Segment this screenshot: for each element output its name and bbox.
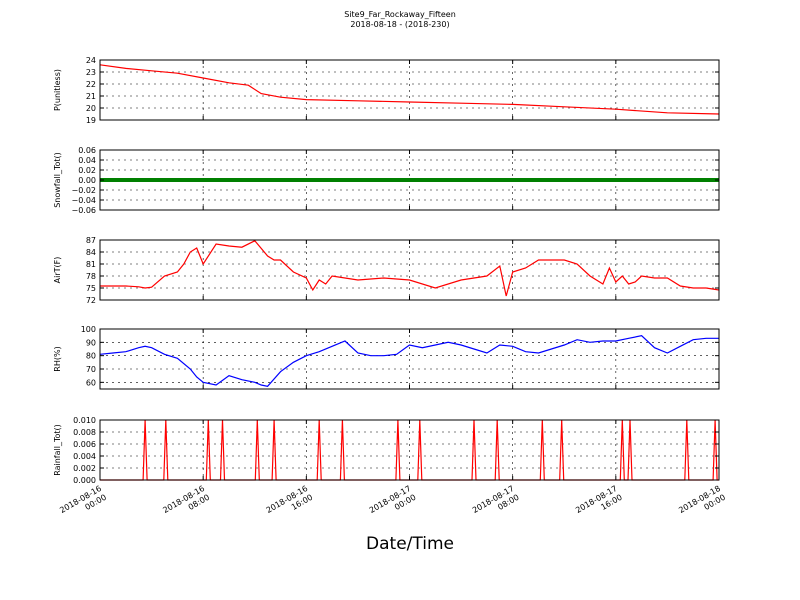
y-tick-label: 24 bbox=[86, 56, 96, 65]
x-tick-label: 2018-08-1708:00 bbox=[471, 484, 521, 524]
y-axis-label: Rainfall_Tot() bbox=[53, 424, 62, 476]
x-axis-label: Date/Time bbox=[366, 534, 454, 554]
y-tick-label: −0.06 bbox=[71, 206, 96, 215]
y-axis-label: P(unitless) bbox=[53, 69, 62, 111]
x-tick-label: 2018-08-1716:00 bbox=[574, 484, 624, 524]
y-tick-label: 22 bbox=[86, 80, 96, 89]
y-tick-label: 80 bbox=[86, 352, 96, 361]
y-tick-label: 21 bbox=[86, 92, 96, 101]
y-tick-label: −0.04 bbox=[71, 196, 96, 205]
y-tick-label: 0.008 bbox=[73, 428, 96, 437]
y-axis-label: AirT(F) bbox=[53, 257, 62, 284]
x-tick-label: 2018-08-1600:00 bbox=[58, 484, 108, 524]
y-tick-label: 20 bbox=[86, 104, 96, 113]
y-tick-label: 23 bbox=[86, 68, 96, 77]
y-axis-label: RH(%) bbox=[53, 346, 62, 371]
y-tick-label: 60 bbox=[86, 378, 96, 387]
y-tick-label: 0.004 bbox=[73, 452, 96, 461]
y-tick-label: 72 bbox=[86, 296, 96, 305]
y-tick-label: 0.02 bbox=[78, 166, 96, 175]
y-tick-label: 84 bbox=[86, 248, 96, 257]
y-tick-label: 87 bbox=[86, 236, 96, 245]
y-tick-label: 19 bbox=[86, 116, 96, 125]
chart-title: Site9_Far_Rockaway_Fifteen bbox=[344, 10, 456, 19]
y-tick-label: 0.00 bbox=[78, 176, 96, 185]
y-tick-label: 100 bbox=[81, 325, 96, 334]
y-tick-label: 81 bbox=[86, 260, 96, 269]
y-tick-label: 0.04 bbox=[78, 156, 96, 165]
y-tick-label: 70 bbox=[86, 365, 96, 374]
series-line bbox=[99, 335, 719, 387]
y-tick-label: 78 bbox=[86, 272, 96, 281]
y-tick-label: 0.000 bbox=[73, 476, 96, 485]
y-tick-label: 90 bbox=[86, 338, 96, 347]
x-tick-label: 2018-08-1616:00 bbox=[265, 484, 315, 524]
chart-subtitle: 2018-08-18 - (2018-230) bbox=[350, 20, 450, 29]
y-tick-label: 0.010 bbox=[73, 416, 96, 425]
y-axis-label: Snowfall_Tot() bbox=[53, 152, 62, 208]
x-tick-label: 2018-08-1800:00 bbox=[677, 484, 727, 524]
y-tick-label: −0.02 bbox=[71, 186, 96, 195]
y-tick-label: 0.002 bbox=[73, 464, 96, 473]
series-line bbox=[99, 64, 720, 115]
series-line bbox=[100, 240, 720, 297]
y-tick-label: 75 bbox=[86, 284, 96, 293]
x-tick-label: 2018-08-1608:00 bbox=[161, 484, 211, 524]
y-tick-label: 0.006 bbox=[73, 440, 96, 449]
y-tick-label: 0.06 bbox=[78, 146, 96, 155]
x-tick-label: 2018-08-1700:00 bbox=[368, 484, 418, 524]
